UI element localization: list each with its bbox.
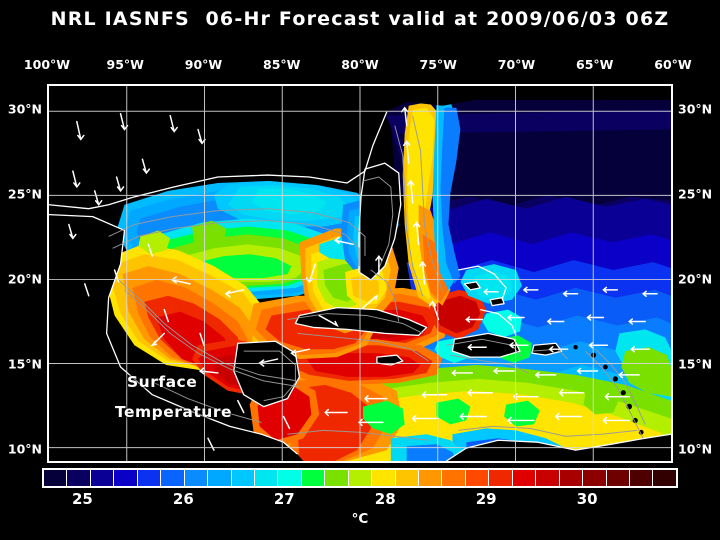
colorbar-tick: 28 [374,490,396,508]
colorbar-tick: 25 [71,490,93,508]
colorbar-segment [208,470,232,486]
colorbar-segment [512,470,537,486]
colorbar-segment [629,470,654,486]
colorbar-tick: 30 [576,490,598,508]
longitude-label: 85°W [263,57,301,72]
colorbar-segment [161,470,185,486]
colorbar-tick: 26 [172,490,194,508]
colorbar-segment [489,470,513,486]
colorbar-segment [583,470,607,486]
colorbar-segment [372,470,396,486]
longitude-label: 60°W [654,57,692,72]
latitude-label-left: 25°N [7,186,42,202]
colorbar-segment [442,470,466,486]
latitude-label-right: 15°N [678,356,713,372]
longitude-label: 90°W [184,57,223,72]
current-vector-layer [68,106,658,451]
colorbar-segment [278,470,302,486]
colorbar-segment [559,470,584,486]
colorbar-segment [419,470,443,486]
colorbar-tick-labels: 25 26 27 28 29 30 [42,490,678,510]
colorbar-segment [395,470,419,486]
page-title: NRL IASNFS 06-Hr Forecast valid at 2009/… [50,8,670,30]
colorbar-segment [67,470,91,486]
gridline-layer [49,86,671,461]
colorbar-segment [114,470,138,486]
latitude-label-right: 25°N [678,186,713,202]
colorbar-segment [184,470,209,486]
longitude-label: 95°W [106,57,144,72]
longitude-label: 75°W [419,57,457,72]
colorbar-segment [137,470,162,486]
colorbar-segment [653,470,676,486]
longitude-label: 65°W [576,57,614,72]
colorbar-segment [325,470,349,486]
colorbar-segment [44,470,68,486]
colorbar-tick: 27 [273,490,295,508]
longitude-label: 100°W [23,57,71,72]
colorbar-segment [90,470,115,486]
colorbar[interactable] [42,468,678,488]
colorbar-segment [301,470,326,486]
latitude-label-right: 20°N [678,271,713,287]
colorbar-segment [606,470,630,486]
colorbar-segment [348,470,373,486]
latitude-label-left: 15°N [7,356,42,372]
latitude-label-left: 30°N [7,101,42,117]
longitude-label: 80°W [341,57,379,72]
colorbar-unit-label: °C [351,511,369,527]
colorbar-segment [465,470,490,486]
colorbar-tick: 29 [475,490,497,508]
latitude-label-right: 30°N [678,101,713,117]
colorbar-segment [536,470,560,486]
colorbar-segment [231,470,255,486]
latitude-label-right: 10°N [678,441,713,457]
latitude-label-left: 10°N [7,441,42,457]
longitude-label: 70°W [497,57,536,72]
map-plot-area[interactable]: Surface Temperature [47,84,673,463]
colorbar-segment [254,470,279,486]
latitude-label-left: 20°N [7,271,42,287]
sst-field-raster [49,86,671,461]
